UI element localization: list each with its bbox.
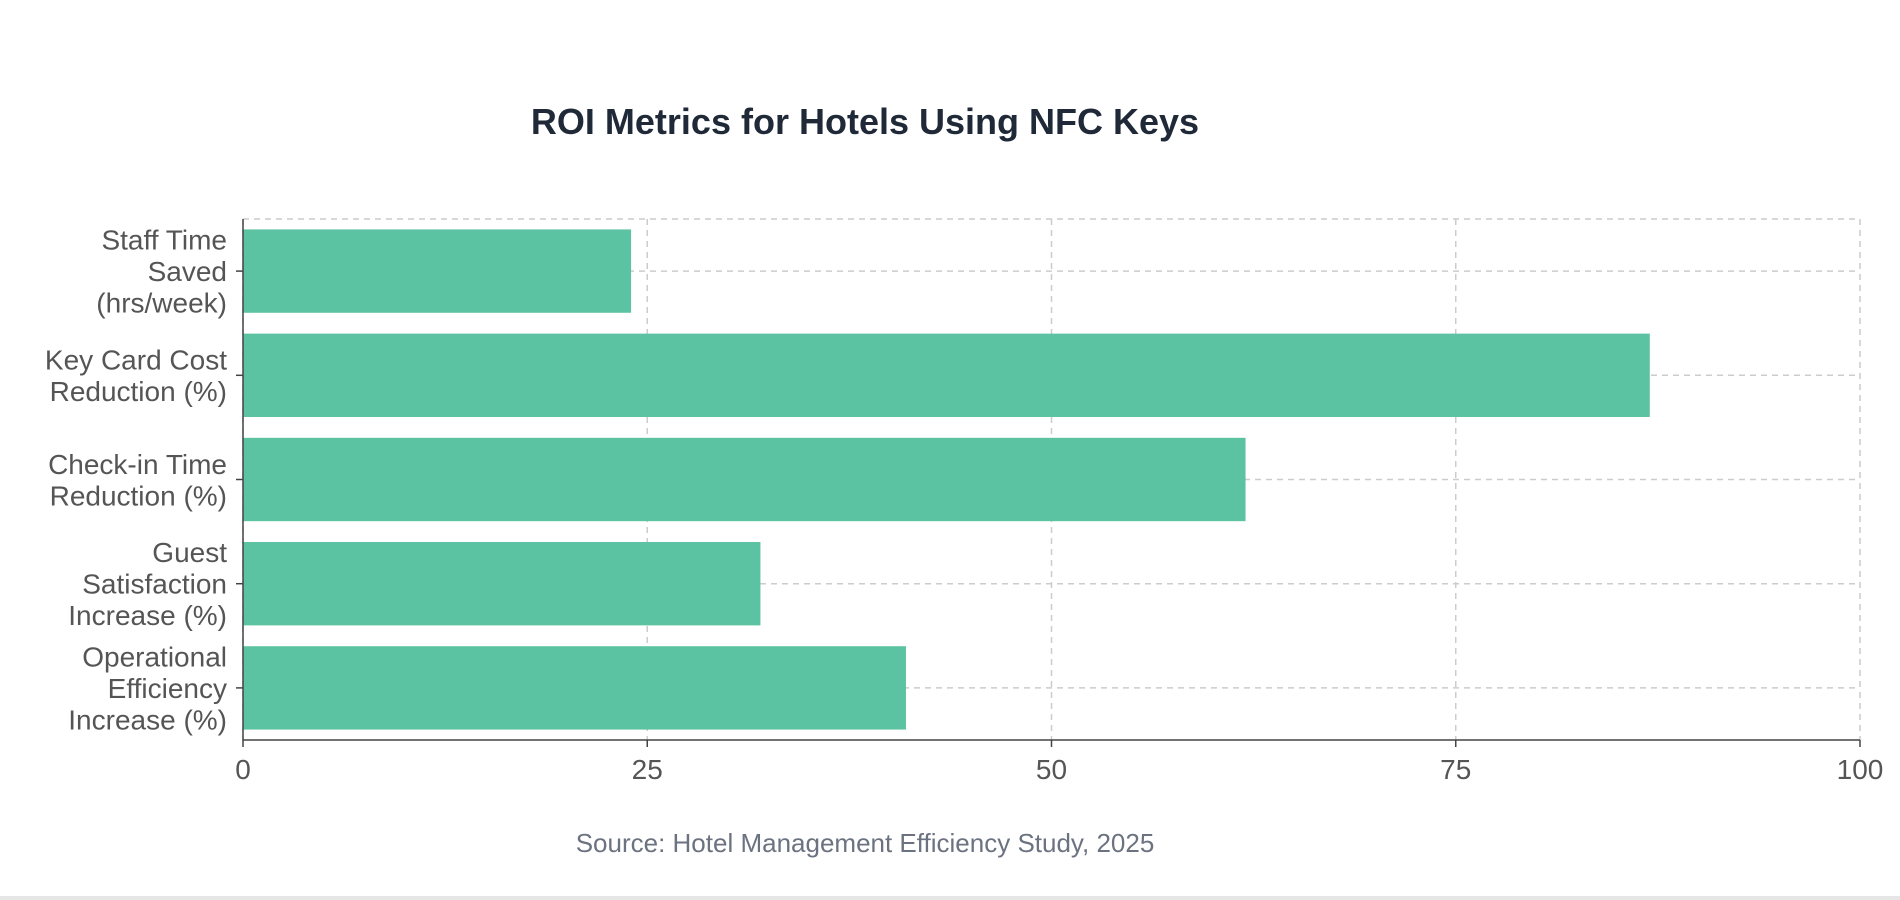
chart-title: ROI Metrics for Hotels Using NFC Keys bbox=[531, 101, 1199, 142]
bar bbox=[243, 229, 632, 313]
y-tick-label: Guest Satisfaction Increase (%) bbox=[68, 537, 227, 631]
bar bbox=[243, 437, 1246, 522]
bottom-strip bbox=[0, 896, 1900, 900]
x-tick-label: 25 bbox=[632, 754, 663, 785]
y-tick-label: Operational Efficiency Increase (%) bbox=[68, 641, 227, 735]
axes bbox=[236, 219, 1861, 747]
x-tick-label: 100 bbox=[1837, 754, 1884, 785]
bar bbox=[243, 646, 906, 730]
bars bbox=[243, 229, 1650, 730]
bar bbox=[243, 542, 761, 626]
y-tick-label: Key Card Cost Reduction (%) bbox=[45, 345, 227, 408]
y-tick-label: Staff Time Saved (hrs/week) bbox=[96, 225, 227, 319]
x-tick-labels: 0 25 50 75 100 bbox=[235, 754, 1883, 785]
y-tick-labels: Staff Time Saved (hrs/week) Key Card Cost Re… bbox=[45, 225, 227, 736]
x-tick-label: 50 bbox=[1036, 754, 1067, 785]
y-tick-label: Check-in Time Reduction (%) bbox=[48, 449, 227, 512]
bar bbox=[243, 333, 1650, 417]
x-tick-label: 75 bbox=[1440, 754, 1471, 785]
source-note: Source: Hotel Management Efficiency Stud… bbox=[576, 828, 1155, 858]
x-tick-label: 0 bbox=[235, 754, 251, 785]
